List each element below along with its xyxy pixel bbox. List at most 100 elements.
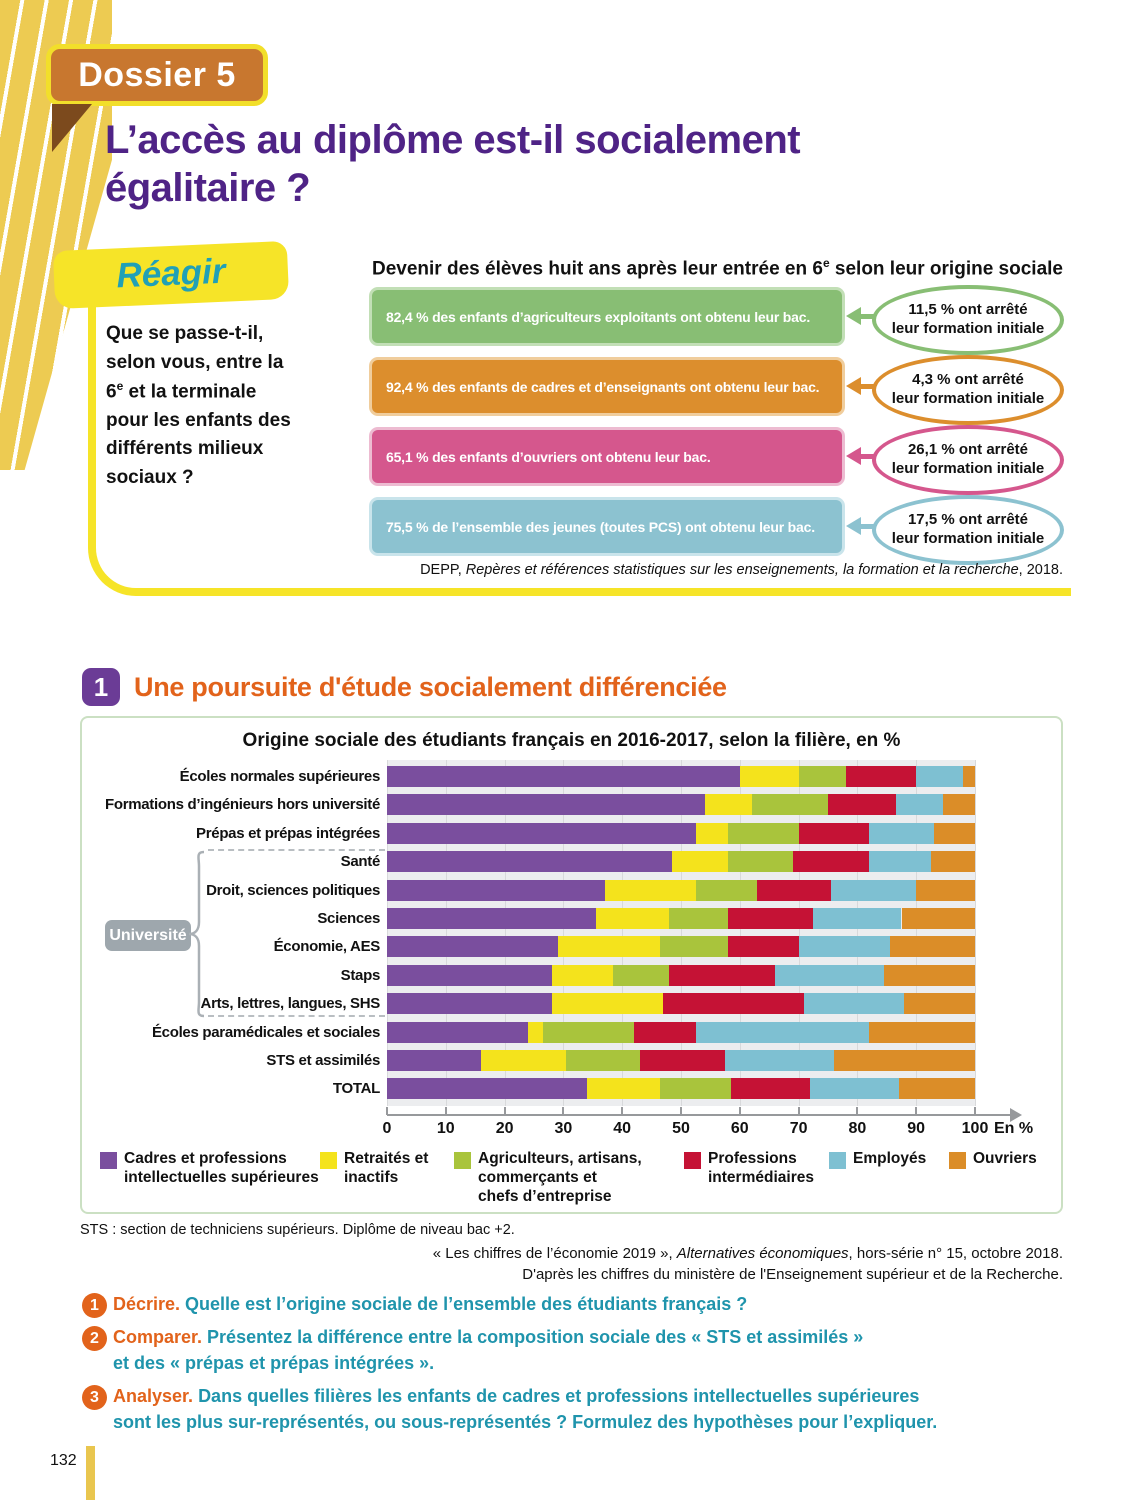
bar-segment <box>613 964 670 986</box>
bar-segment <box>672 851 729 873</box>
universite-label: Université <box>105 920 191 951</box>
bar-segment <box>869 851 931 873</box>
bar-segment <box>751 794 828 816</box>
legend-swatch <box>949 1152 966 1169</box>
axis-unit-label: En % <box>994 1120 1034 1137</box>
x-axis-tick <box>915 1107 918 1115</box>
bar-segment <box>551 964 614 986</box>
bar-segment <box>387 1078 587 1100</box>
chart-row-label: Staps <box>340 966 381 984</box>
info-oval: 11,5 % ont arrêté leur formation initiale <box>872 285 1064 355</box>
bar-segment <box>387 964 552 986</box>
info-oval-line1: 17,5 % ont arrêté <box>907 511 1029 529</box>
reagir-banner: Réagir <box>52 240 290 310</box>
x-tick-label: 60 <box>730 1120 749 1137</box>
legend-label: Ouvriers <box>973 1150 1037 1167</box>
info-arrow-line <box>859 453 875 459</box>
bar-segment <box>828 794 896 816</box>
legend-label: Cadres et professions intellectuelles sup… <box>124 1150 319 1186</box>
bar-segment <box>830 879 917 901</box>
question-text: Analyser. Dans quelles filières les enfa… <box>113 1386 920 1406</box>
bar-segment <box>387 822 696 844</box>
question-text: Comparer. Présentez la différence entre … <box>113 1327 864 1347</box>
x-tick-label: 30 <box>554 1120 573 1137</box>
group-dashed-line-top <box>208 849 385 851</box>
info-arrow-icon <box>846 307 861 325</box>
bar-segment <box>595 908 670 929</box>
bar-segment <box>728 908 814 929</box>
chart-row-label: STS et assimilés <box>266 1052 380 1069</box>
bar-segment <box>845 766 917 787</box>
bar-segment <box>898 1078 975 1100</box>
x-axis <box>387 1114 1012 1116</box>
info-oval-line2: leur formation initiale <box>891 320 1045 337</box>
info-arrow-icon <box>846 377 861 395</box>
bar-segment <box>757 879 831 901</box>
x-tick-label: 40 <box>613 1120 632 1137</box>
chart-row-label: Formations d’ingénieurs hors université <box>104 796 380 814</box>
bar-segment <box>833 1050 975 1071</box>
info-oval-line2: leur formation initiale <box>891 530 1045 547</box>
bar-segment <box>663 993 805 1015</box>
page-number: 132 <box>50 1452 77 1469</box>
info-arrow-line <box>859 313 875 319</box>
bar-segment <box>695 879 758 901</box>
x-tick-label: 0 <box>382 1120 392 1137</box>
bar-segment <box>542 1021 634 1043</box>
bar-segment <box>660 936 729 958</box>
gridline <box>504 760 506 1106</box>
chart-row-label: TOTAL <box>332 1080 380 1098</box>
question-number-badge: 3 <box>82 1385 107 1410</box>
question-number-badge: 1 <box>82 1293 107 1318</box>
legend-swatch <box>454 1152 471 1169</box>
x-axis-tick <box>562 1107 565 1115</box>
x-tick-label: 90 <box>907 1120 926 1137</box>
bar-segment <box>557 936 661 958</box>
infographic-source: DEPP, Repères et références statistiques… <box>420 562 1063 578</box>
chart-source-line1: « Les chiffres de l’économie 2019 », Alt… <box>432 1245 1063 1262</box>
question-text: et des « prépas et prépas intégrées ». <box>113 1353 435 1373</box>
info-arrow-line <box>859 383 875 389</box>
bar-segment <box>704 794 752 816</box>
gridline <box>916 760 918 1106</box>
info-arrow-icon <box>846 517 861 535</box>
info-oval-line1: 11,5 % ont arrêté <box>908 301 1028 319</box>
chart-title: Origine sociale des étudiants français e… <box>242 730 901 751</box>
bar-segment <box>798 936 890 958</box>
x-tick-label: 50 <box>672 1120 690 1137</box>
gridline <box>975 760 976 1106</box>
bar-segment <box>669 964 776 986</box>
bar-segment <box>728 822 799 844</box>
info-oval-line1: 4,3 % ont arrêté <box>912 371 1024 389</box>
bar-segment <box>895 794 943 816</box>
bar-segment <box>804 993 905 1015</box>
bar-segment <box>798 822 870 844</box>
bar-segment <box>933 822 975 844</box>
bar-segment <box>387 879 605 901</box>
reagir-frame <box>88 300 1071 596</box>
legend-swatch <box>829 1152 846 1169</box>
bar-segment <box>586 1078 661 1100</box>
x-tick-label: 70 <box>789 1120 808 1137</box>
bar-segment <box>387 794 705 816</box>
bar-segment <box>728 851 793 873</box>
legend-label: Employés <box>853 1150 927 1167</box>
chart-row-label: Droit, sciences politiques <box>206 881 380 899</box>
info-oval: 4,3 % ont arrêté leur formation initiale <box>872 355 1064 425</box>
legend-label: Professions intermédiaires <box>708 1150 814 1186</box>
gridline <box>857 760 859 1106</box>
bar-segment <box>728 936 799 958</box>
question-text: Décrire. Quelle est l’origine sociale de… <box>113 1294 748 1314</box>
x-axis-tick <box>797 1107 800 1115</box>
gridline <box>445 760 447 1106</box>
bar-segment <box>566 1050 640 1071</box>
x-axis-tick <box>503 1107 506 1115</box>
chart-source: « Les chiffres de l’économie 2019 », Alt… <box>240 1243 1063 1285</box>
page-margin-bar <box>86 1446 95 1500</box>
info-oval-line1: 26,1 % ont arrêté <box>907 441 1029 459</box>
bar-segment <box>387 993 552 1015</box>
x-axis-tick <box>856 1107 859 1115</box>
bar-segment <box>869 822 934 844</box>
gridline <box>798 760 800 1106</box>
